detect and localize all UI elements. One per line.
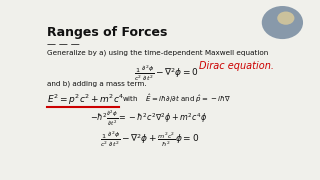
Text: Dirac equation.: Dirac equation. <box>199 61 274 71</box>
Text: with $\quad \hat{E} = i\hbar\partial/\partial t$ and $\hat{p} = -i\hbar\nabla$: with $\quad \hat{E} = i\hbar\partial/\pa… <box>122 93 231 105</box>
Text: $E^2 = p^2c^2 + m^2c^4$: $E^2 = p^2c^2 + m^2c^4$ <box>47 93 124 107</box>
Text: — — —: — — — <box>47 40 80 49</box>
Text: Generalize by a) using the time-dependent Maxwell equation: Generalize by a) using the time-dependen… <box>47 49 269 56</box>
Ellipse shape <box>262 6 303 39</box>
Text: $-\hbar^2\frac{\partial^2\phi}{\partial t^2} = -\hbar^2 c^2\nabla^2\phi + m^2c^4: $-\hbar^2\frac{\partial^2\phi}{\partial … <box>90 108 207 128</box>
Text: Ranges of Forces: Ranges of Forces <box>47 26 168 39</box>
Text: and b) adding a mass term.: and b) adding a mass term. <box>47 80 147 87</box>
Text: $\frac{1}{c^2}\frac{\partial^2\phi}{\partial t^2} - \nabla^2\phi = 0$: $\frac{1}{c^2}\frac{\partial^2\phi}{\par… <box>134 63 199 83</box>
Text: $\frac{1}{c^2}\frac{\partial^2\phi}{\partial t^2} - \nabla^2\phi + \frac{m^2c^2}: $\frac{1}{c^2}\frac{\partial^2\phi}{\par… <box>100 129 199 149</box>
Ellipse shape <box>277 12 294 25</box>
